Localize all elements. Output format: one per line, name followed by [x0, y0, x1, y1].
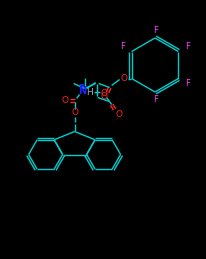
Text: H: H [86, 88, 92, 97]
Text: N: N [78, 87, 86, 97]
Text: O: O [71, 108, 78, 117]
Text: F: F [153, 25, 158, 34]
Text: O: O [115, 110, 122, 119]
Text: O: O [100, 92, 107, 101]
Text: F: F [153, 96, 158, 104]
Text: O: O [119, 74, 126, 83]
Text: F: F [120, 42, 124, 51]
Text: O: O [61, 96, 68, 105]
Text: F: F [184, 79, 189, 88]
Text: O: O [100, 89, 107, 98]
Text: F: F [184, 42, 189, 51]
